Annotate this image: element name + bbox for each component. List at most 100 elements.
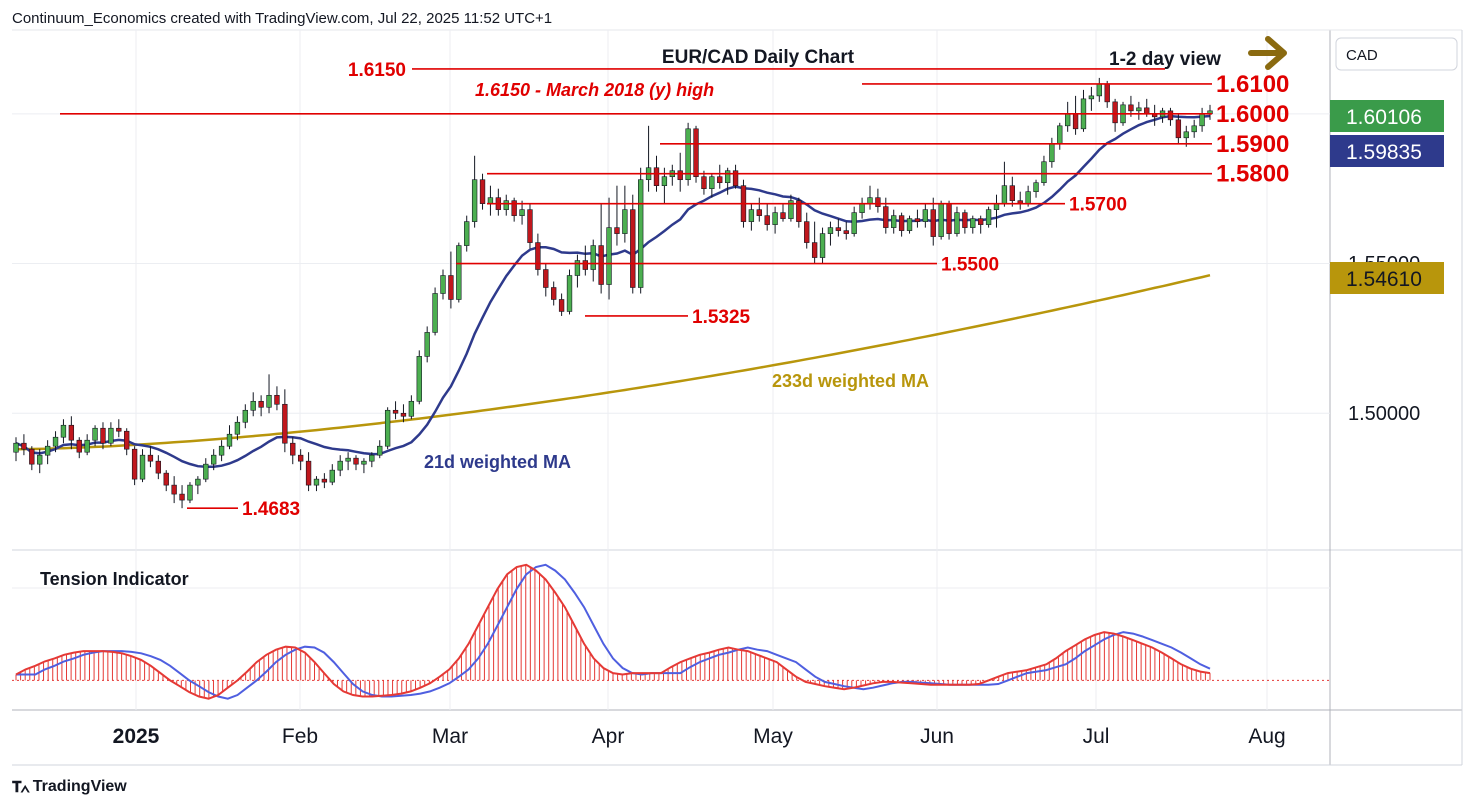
candle[interactable] xyxy=(495,188,502,216)
candle[interactable] xyxy=(297,449,304,471)
candle[interactable] xyxy=(377,440,383,459)
candle[interactable] xyxy=(1207,104,1213,120)
candle[interactable] xyxy=(179,485,185,509)
candle[interactable] xyxy=(1017,191,1023,210)
candle[interactable] xyxy=(962,209,968,234)
candle[interactable] xyxy=(677,152,683,192)
candle[interactable] xyxy=(811,221,818,264)
candle[interactable] xyxy=(448,251,454,309)
candle[interactable] xyxy=(985,206,992,228)
candle[interactable] xyxy=(748,203,755,231)
candle[interactable] xyxy=(859,197,865,219)
candle[interactable] xyxy=(503,194,509,216)
time-axis[interactable]: 2025 Feb Mar Apr May Jun Jul Aug xyxy=(113,725,1286,748)
candle[interactable] xyxy=(171,476,177,504)
candle[interactable] xyxy=(780,203,786,222)
candle[interactable] xyxy=(60,419,67,444)
candle[interactable] xyxy=(290,437,296,465)
candle[interactable] xyxy=(408,395,415,420)
candle[interactable] xyxy=(37,449,43,474)
candle[interactable] xyxy=(100,422,106,450)
candle[interactable] xyxy=(709,173,715,198)
candle[interactable] xyxy=(788,194,794,222)
candle[interactable] xyxy=(511,197,517,222)
candle[interactable] xyxy=(930,197,936,246)
candle[interactable] xyxy=(384,407,391,450)
candle[interactable] xyxy=(764,203,770,231)
candle[interactable] xyxy=(282,389,288,453)
candle[interactable] xyxy=(732,164,739,189)
candle[interactable] xyxy=(329,464,335,486)
candlestick-series[interactable] xyxy=(13,77,1213,509)
candle[interactable] xyxy=(875,188,881,213)
candle[interactable] xyxy=(519,200,525,225)
candle[interactable] xyxy=(203,458,209,483)
candle[interactable] xyxy=(116,419,122,438)
currency-box[interactable] xyxy=(1335,37,1458,71)
candle[interactable] xyxy=(598,203,604,294)
candle[interactable] xyxy=(558,293,565,316)
candle[interactable] xyxy=(250,392,256,417)
candle[interactable] xyxy=(274,386,280,411)
candle[interactable] xyxy=(234,416,241,441)
candle[interactable] xyxy=(369,452,375,468)
candle[interactable] xyxy=(440,269,446,300)
candle[interactable] xyxy=(1104,80,1110,108)
candle[interactable] xyxy=(345,452,351,471)
price-axis[interactable]: CAD 1.55000 1.50000 1.60106 1.59835 1.54… xyxy=(1330,37,1458,425)
candle[interactable] xyxy=(1191,119,1197,138)
candle[interactable] xyxy=(432,287,438,336)
candle[interactable] xyxy=(29,446,35,471)
candle[interactable] xyxy=(970,215,976,234)
candle[interactable] xyxy=(266,374,272,414)
candle[interactable] xyxy=(68,416,75,450)
candle[interactable] xyxy=(1199,107,1205,132)
candle[interactable] xyxy=(535,233,541,276)
candle[interactable] xyxy=(479,173,486,210)
candle[interactable] xyxy=(353,455,359,471)
candle[interactable] xyxy=(416,350,422,405)
candle[interactable] xyxy=(1009,176,1015,207)
candle[interactable] xyxy=(1096,77,1102,102)
candle[interactable] xyxy=(139,449,146,483)
candle[interactable] xyxy=(305,452,312,492)
candle[interactable] xyxy=(993,194,1000,228)
candle[interactable] xyxy=(1167,107,1174,126)
candle[interactable] xyxy=(590,239,596,282)
candle[interactable] xyxy=(195,476,201,495)
candle[interactable] xyxy=(954,206,960,237)
candle[interactable] xyxy=(361,458,367,474)
candle[interactable] xyxy=(424,326,430,363)
candle[interactable] xyxy=(796,197,802,228)
candle[interactable] xyxy=(163,470,169,492)
candle[interactable] xyxy=(44,440,51,465)
candle[interactable] xyxy=(108,422,114,447)
candle[interactable] xyxy=(155,455,162,480)
candle[interactable] xyxy=(464,215,470,252)
candle[interactable] xyxy=(84,434,90,456)
candle[interactable] xyxy=(891,209,897,234)
candle[interactable] xyxy=(756,197,762,222)
candle[interactable] xyxy=(392,401,399,420)
candle[interactable] xyxy=(1033,179,1039,198)
candle[interactable] xyxy=(21,434,27,456)
candle[interactable] xyxy=(622,185,628,243)
candle[interactable] xyxy=(938,200,944,240)
candle[interactable] xyxy=(242,404,248,429)
candle[interactable] xyxy=(614,185,620,246)
candle[interactable] xyxy=(92,425,98,447)
candle[interactable] xyxy=(124,428,130,456)
candle[interactable] xyxy=(1072,95,1079,135)
candle[interactable] xyxy=(851,206,857,237)
candle[interactable] xyxy=(226,425,233,450)
candle[interactable] xyxy=(669,164,675,186)
candle[interactable] xyxy=(211,449,217,471)
candle[interactable] xyxy=(321,473,328,489)
candle[interactable] xyxy=(13,437,19,462)
candle[interactable] xyxy=(946,200,952,240)
candle[interactable] xyxy=(1064,101,1071,132)
candle[interactable] xyxy=(898,212,905,237)
candle[interactable] xyxy=(867,185,873,210)
candle[interactable] xyxy=(131,446,138,486)
candle[interactable] xyxy=(76,437,82,459)
